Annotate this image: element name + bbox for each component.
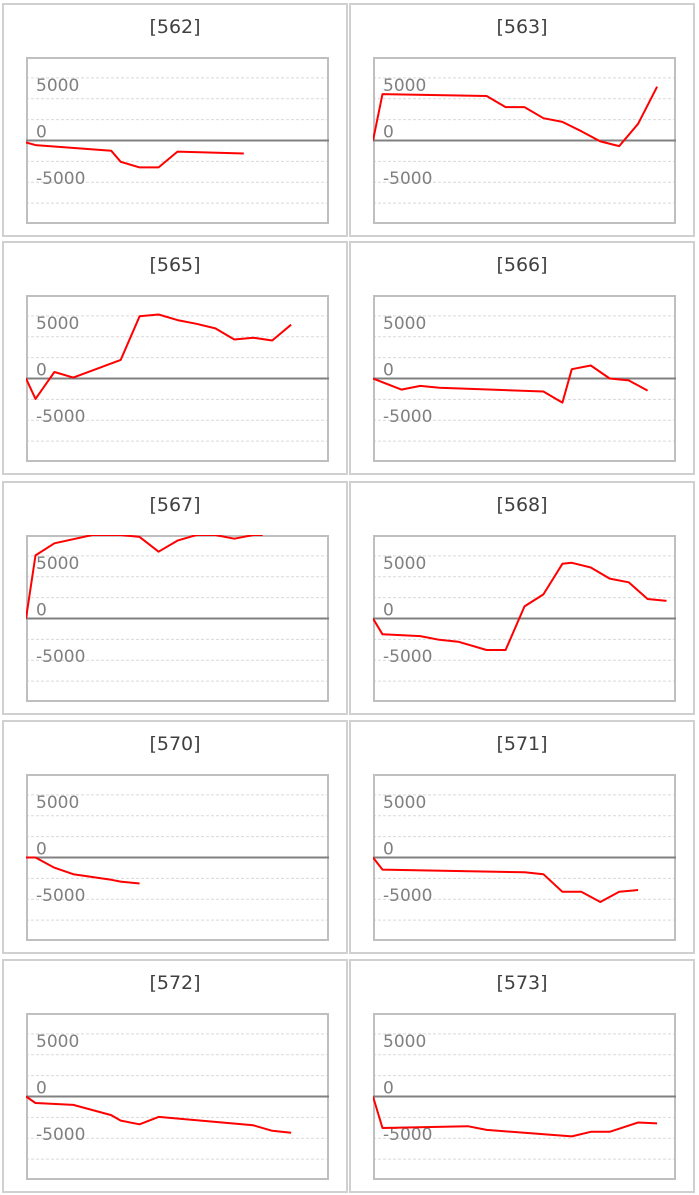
chart-panel: [567] 5000 0 -5000 [2, 481, 348, 715]
y-tick-label: 5000 [36, 1032, 79, 1052]
y-tick-label: -5000 [383, 647, 432, 667]
y-tick-label: 0 [36, 601, 47, 621]
y-tick-label: -5000 [383, 1125, 432, 1145]
y-tick-label: 0 [383, 361, 394, 381]
y-tick-label: 5000 [383, 76, 426, 96]
chart-panel: [568] 5000 0 -5000 [349, 481, 695, 715]
chart-panel: [566] 5000 0 -5000 [349, 241, 695, 475]
y-tick-label: 5000 [36, 554, 79, 574]
chart-title: [563] [496, 16, 548, 38]
series-line [373, 364, 649, 404]
line-chart: 5000 0 -5000 [373, 774, 676, 941]
chart-title: [565] [149, 254, 201, 276]
y-tick-label: 0 [383, 123, 394, 143]
series-line [373, 1096, 658, 1138]
y-tick-label: 5000 [383, 314, 426, 334]
chart-title: [562] [149, 16, 201, 38]
chart-title: [572] [149, 972, 201, 994]
chart-panel: [570] 5000 0 -5000 [2, 720, 348, 954]
chart-title: [568] [496, 494, 548, 516]
series-line [26, 141, 244, 169]
chart-title: [573] [496, 972, 548, 994]
chart-panel: [572] 5000 0 -5000 [2, 959, 348, 1193]
chart-panel: [565] 5000 0 -5000 [2, 241, 348, 475]
chart-panel: [573] 5000 0 -5000 [349, 959, 695, 1193]
y-tick-label: 5000 [36, 793, 79, 813]
line-chart: 5000 0 -5000 [26, 57, 329, 224]
series-line [26, 313, 292, 400]
y-tick-label: -5000 [383, 407, 432, 427]
y-tick-label: -5000 [36, 1125, 85, 1145]
y-tick-label: 0 [36, 840, 47, 860]
y-tick-label: 5000 [36, 76, 79, 96]
chart-title: [570] [149, 733, 201, 755]
line-chart: 5000 0 -5000 [26, 295, 329, 462]
series-line [373, 856, 639, 903]
chart-panel: [562] 5000 0 -5000 [2, 3, 348, 237]
line-chart: 5000 0 -5000 [373, 295, 676, 462]
y-tick-label: 0 [383, 601, 394, 621]
y-tick-label: 0 [383, 840, 394, 860]
y-tick-label: 0 [36, 123, 47, 143]
y-tick-label: 5000 [383, 793, 426, 813]
y-tick-label: -5000 [36, 407, 85, 427]
y-tick-label: 5000 [383, 554, 426, 574]
y-tick-label: 0 [36, 1079, 47, 1099]
series-line [26, 856, 140, 885]
series-line [26, 535, 263, 619]
chart-panel: [563] 5000 0 -5000 [349, 3, 695, 237]
y-tick-label: -5000 [383, 169, 432, 189]
line-chart: 5000 0 -5000 [373, 57, 676, 224]
chart-title: [566] [496, 254, 548, 276]
line-chart: 5000 0 -5000 [26, 535, 329, 702]
y-tick-label: -5000 [36, 169, 85, 189]
line-chart: 5000 0 -5000 [373, 1013, 676, 1180]
series-line [26, 1095, 292, 1134]
y-tick-label: 5000 [383, 1032, 426, 1052]
chart-title: [567] [149, 494, 201, 516]
chart-panel: [571] 5000 0 -5000 [349, 720, 695, 954]
line-chart: 5000 0 -5000 [373, 535, 676, 702]
y-tick-label: -5000 [36, 647, 85, 667]
y-tick-label: 0 [383, 1079, 394, 1099]
line-chart: 5000 0 -5000 [26, 1013, 329, 1180]
y-tick-label: -5000 [36, 886, 85, 906]
y-tick-label: -5000 [383, 886, 432, 906]
line-chart: 5000 0 -5000 [26, 774, 329, 941]
series-line [373, 86, 658, 148]
series-line [373, 561, 667, 651]
chart-title: [571] [496, 733, 548, 755]
y-tick-label: 0 [36, 361, 47, 381]
y-tick-label: 5000 [36, 314, 79, 334]
